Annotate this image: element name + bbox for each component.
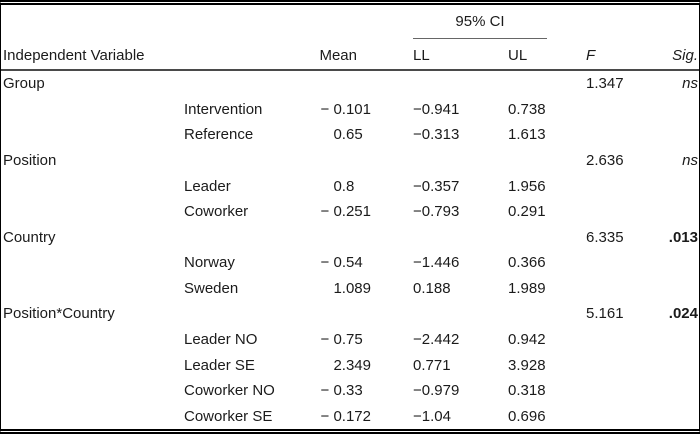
ul-cell: 3.928 [508, 356, 546, 374]
table-row-country: Country 6.335 .013 [1, 224, 699, 250]
row-label: Intervention [184, 100, 263, 118]
ul-cell: 0.942 [508, 331, 546, 349]
mean-cell: − 0.54 [320, 254, 363, 272]
mean-cell: 0.65 [333, 126, 363, 144]
ul-cell: 0.291 [508, 203, 546, 221]
ul-cell: 0.318 [508, 382, 546, 400]
ul-cell: 1.989 [508, 279, 546, 297]
row-label: Sweden [184, 279, 239, 297]
table-row-coworker-no: Coworker NO − 0.33 −0.979 0.318 [1, 378, 699, 404]
table-row-position: Position 2.636 ns [1, 148, 699, 174]
table-row-norway: Norway − 0.54 −1.446 0.366 [1, 250, 699, 276]
sig-cell: ns [682, 152, 698, 170]
table-row-leader-se: Leader SE 2.349 0.771 3.928 [1, 352, 699, 378]
row-label: Group [3, 75, 45, 93]
sig-cell: .013 [668, 228, 698, 246]
mean-cell: 1.089 [333, 279, 371, 297]
ll-cell: −1.04 [413, 407, 451, 425]
row-label: Leader SE [184, 356, 255, 374]
table-row-reference: Reference 0.65 −0.313 1.613 [1, 122, 699, 148]
ul-cell: 0.696 [508, 407, 546, 425]
ll-cell: −0.979 [413, 382, 460, 400]
col-header-ul: UL [508, 47, 528, 64]
table-row-coworker: Coworker − 0.251 −0.793 0.291 [1, 199, 699, 225]
table-body: Group 1.347 ns Intervention − 0.101 −0.9… [1, 71, 699, 429]
col-header-ll: LL [413, 47, 430, 64]
mean-cell: − 0.33 [320, 382, 363, 400]
table-row-intervention: Intervention − 0.101 −0.941 0.738 [1, 97, 699, 123]
row-label: Reference [184, 126, 254, 144]
table-row-group: Group 1.347 ns [1, 71, 699, 97]
ll-cell: −0.941 [413, 100, 460, 118]
ul-cell: 0.738 [508, 100, 546, 118]
col-header-mean: Mean [319, 47, 357, 64]
row-label: Position*Country [3, 305, 115, 323]
f-cell: 2.636 [586, 152, 624, 170]
table-header-row: Independent Variable Mean LL UL F Sig. [1, 39, 699, 71]
sig-cell: .024 [668, 305, 698, 323]
ll-cell: 0.771 [413, 356, 451, 374]
row-label: Coworker [184, 203, 249, 221]
ul-cell: 1.613 [508, 126, 546, 144]
ll-cell: −0.357 [413, 177, 460, 195]
ll-cell: −2.442 [413, 331, 460, 349]
f-cell: 6.335 [586, 228, 624, 246]
ul-cell: 1.956 [508, 177, 546, 195]
row-label: Norway [184, 254, 235, 272]
ul-cell: 0.366 [508, 254, 546, 272]
row-label: Coworker NO [184, 382, 275, 400]
mean-cell: − 0.101 [320, 100, 371, 118]
table-row-sweden: Sweden 1.089 0.188 1.989 [1, 276, 699, 302]
ll-cell: −0.793 [413, 203, 460, 221]
mean-cell: 0.8 [333, 177, 355, 195]
mean-cell: − 0.172 [320, 407, 371, 425]
ll-cell: −1.446 [413, 254, 460, 272]
row-label: Position [3, 152, 57, 170]
col-header-variable: Independent Variable [3, 47, 145, 64]
row-label: Leader [184, 177, 231, 195]
mean-cell: − 0.75 [320, 331, 363, 349]
table-row-coworker-se: Coworker SE − 0.172 −1.04 0.696 [1, 404, 699, 429]
col-header-f: F [586, 47, 596, 64]
ci-spanner: 95% CI [413, 5, 547, 39]
ll-cell: 0.188 [413, 279, 451, 297]
row-label: Coworker SE [184, 407, 273, 425]
mean-cell: − 0.251 [320, 203, 371, 221]
row-label: Country [3, 228, 56, 246]
table-row-leader: Leader 0.8 −0.357 1.956 [1, 173, 699, 199]
f-cell: 5.161 [586, 305, 624, 323]
ci-spanner-row: 95% CI [1, 5, 699, 39]
table-row-position-country: Position*Country 5.161 .024 [1, 301, 699, 327]
mean-cell: 2.349 [333, 356, 371, 374]
sig-cell: ns [682, 75, 698, 93]
ci-spanner-label: 95% CI [455, 13, 505, 30]
ll-cell: −0.313 [413, 126, 460, 144]
col-header-sig: Sig. [672, 47, 698, 64]
table-row-leader-no: Leader NO − 0.75 −2.442 0.942 [1, 327, 699, 353]
f-cell: 1.347 [586, 75, 624, 93]
row-label: Leader NO [184, 331, 258, 349]
